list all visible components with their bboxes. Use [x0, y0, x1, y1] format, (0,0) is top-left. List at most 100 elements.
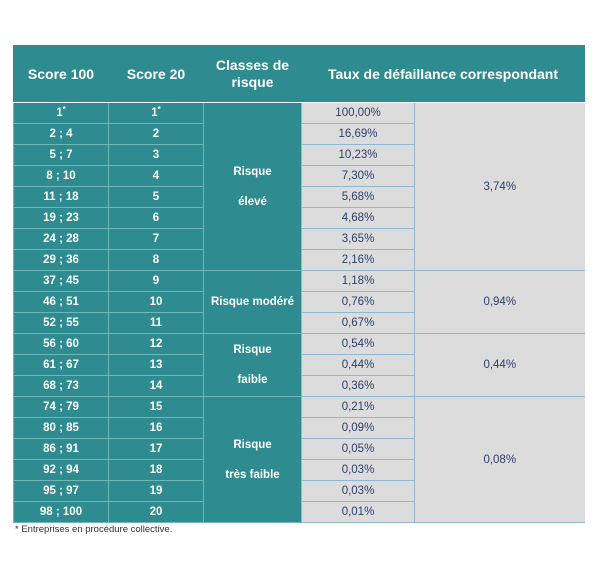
score-100-cell-value: 11 ; 18 — [43, 191, 79, 203]
score-100-cell: 68 ; 73 — [13, 375, 109, 397]
score-100-cell-value: 86 ; 91 — [43, 443, 79, 455]
score-100-cell: 11 ; 18 — [13, 186, 109, 208]
default-rate-cell: 0,76% — [301, 291, 415, 313]
score-100-cell-value: 56 ; 60 — [43, 338, 79, 350]
score-100-cell: 61 ; 67 — [13, 354, 109, 376]
score-20-cell: 18 — [108, 459, 204, 481]
score-20-cell: 4 — [108, 165, 204, 187]
score-100-cell: 19 ; 23 — [13, 207, 109, 229]
score-20-cell: 12 — [108, 333, 204, 355]
score-20-cell: 2 — [108, 123, 204, 145]
score-20-cell: 9 — [108, 270, 204, 292]
score-20-cell: 6 — [108, 207, 204, 229]
risk-class-label: très faible — [225, 468, 280, 481]
score-100-cell: 8 ; 10 — [13, 165, 109, 187]
class-default-rate-cell: 0,94% — [414, 270, 585, 334]
risk-class-cell: Risque faible — [203, 333, 302, 397]
score-100-cell-value: 5 ; 7 — [49, 149, 73, 161]
score-20-cell: 14 — [108, 375, 204, 397]
class-default-rate-cell: 3,74% — [414, 102, 585, 271]
score-100-cell-value: 68 ; 73 — [43, 380, 79, 392]
score-100-cell-value: 98 ; 100 — [39, 506, 83, 518]
score-100-cell: 24 ; 28 — [13, 228, 109, 250]
score-20-cell-value: 13 — [149, 359, 163, 371]
table-row: 95 ; 97 19 0,03% — [13, 480, 585, 502]
table-body: 1* 1* Risque élevé 100,00% 3,74% 2 ; 4 2 16,69% 5… — [13, 102, 585, 523]
footnote-marker: * — [62, 105, 66, 114]
score-20-cell-value: 5 — [152, 191, 160, 203]
score-100-cell: 80 ; 85 — [13, 417, 109, 439]
score-20-cell: 16 — [108, 417, 204, 439]
score-100-cell: 92 ; 94 — [13, 459, 109, 481]
score-20-cell-value: 7 — [152, 233, 160, 245]
risk-class-cell: Risque élevé — [203, 102, 302, 271]
default-rate-cell: 3,65% — [301, 228, 415, 250]
score-20-cell-value: 2 — [152, 128, 160, 140]
score-100-cell-value: 2 ; 4 — [49, 128, 73, 140]
score-100-cell-value: 74 ; 79 — [43, 401, 79, 413]
score-100-cell-value: 92 ; 94 — [43, 464, 79, 476]
score-100-cell: 95 ; 97 — [13, 480, 109, 502]
risk-class-label: Risque — [233, 438, 272, 451]
table-row: 56 ; 60 12 Risque faible 0,54% 0,44% — [13, 333, 585, 397]
score-20-cell-value: 17 — [149, 443, 163, 455]
score-20-cell: 7 — [108, 228, 204, 250]
score-20-cell-value: 1 — [151, 107, 158, 119]
default-rate-cell: 0,21% — [301, 396, 415, 418]
score-20-cell: 20 — [108, 501, 204, 523]
table-row: 68 ; 73 14 0,36% — [13, 375, 585, 397]
risk-score-table: Score 100 Score 20 Classes de risque Tau… — [13, 45, 585, 523]
risk-class-label: Risque — [233, 165, 272, 178]
score-20-cell-value: 18 — [149, 464, 163, 476]
score-100-cell-value: 52 ; 55 — [43, 317, 79, 329]
risk-class-label: faible — [237, 374, 268, 386]
score-100-cell-value: 46 ; 51 — [43, 296, 79, 308]
score-100-cell: 98 ; 100 — [13, 501, 109, 523]
table-row: 74 ; 79 15 Risque très faible 0,21% 0,08% — [13, 396, 585, 523]
score-100-cell-value: 24 ; 28 — [43, 233, 79, 245]
score-100-cell: 46 ; 51 — [13, 291, 109, 313]
score-20-cell-value: 8 — [152, 254, 160, 266]
header-score-100: Score 100 — [13, 45, 109, 103]
table-row: 37 ; 45 9 Risque modéré 1,18% 0,94% — [13, 270, 585, 334]
score-100-cell: 74 ; 79 — [13, 396, 109, 418]
default-rate-cell: 0,54% — [301, 333, 415, 355]
score-100-cell-value: 61 ; 67 — [43, 359, 79, 371]
score-20-cell-value: 10 — [149, 296, 163, 308]
footnote: * Entreprises en procédure collective. — [15, 524, 173, 535]
header-row: Score 100 Score 20 Classes de risque Tau… — [13, 45, 585, 103]
default-rate-cell: 0,01% — [301, 501, 415, 523]
default-rate-cell: 0,36% — [301, 375, 415, 397]
default-rate-cell: 7,30% — [301, 165, 415, 187]
score-20-cell-value: 6 — [152, 212, 160, 224]
score-100-cell-value: 29 ; 36 — [43, 254, 79, 266]
risk-class-label: élevé — [238, 195, 267, 208]
score-100-cell: 52 ; 55 — [13, 312, 109, 334]
score-20-cell-value: 16 — [149, 422, 163, 434]
table-row: 8 ; 10 4 7,30% — [13, 165, 585, 187]
score-100-cell: 86 ; 91 — [13, 438, 109, 460]
header-default-rate: Taux de défaillance correspondant — [301, 45, 585, 103]
default-rate-cell: 100,00% — [301, 102, 415, 124]
table-row: 11 ; 18 5 5,68% — [13, 186, 585, 208]
default-rate-cell: 1,18% — [301, 270, 415, 292]
score-100-cell: 37 ; 45 — [13, 270, 109, 292]
score-100-cell-value: 95 ; 97 — [43, 485, 79, 497]
score-20-cell-value: 12 — [149, 338, 163, 350]
header-risk-class: Classes de risque — [203, 45, 302, 103]
score-20-cell-value: 20 — [149, 506, 163, 518]
score-100-cell-value: 19 ; 23 — [43, 212, 79, 224]
score-100-cell: 5 ; 7 — [13, 144, 109, 166]
score-20-cell: 5 — [108, 186, 204, 208]
table-row: 52 ; 55 11 0,67% — [13, 312, 585, 334]
table-row: 24 ; 28 7 3,65% — [13, 228, 585, 250]
risk-class-label: Risque — [233, 344, 272, 356]
default-rate-cell: 5,68% — [301, 186, 415, 208]
table-row: 80 ; 85 16 0,09% — [13, 417, 585, 439]
score-100-cell: 29 ; 36 — [13, 249, 109, 271]
score-20-cell: 10 — [108, 291, 204, 313]
class-default-rate-cell: 0,08% — [414, 396, 585, 523]
score-20-cell-value: 15 — [149, 401, 163, 413]
score-20-cell: 11 — [108, 312, 204, 334]
table-row: 5 ; 7 3 10,23% — [13, 144, 585, 166]
